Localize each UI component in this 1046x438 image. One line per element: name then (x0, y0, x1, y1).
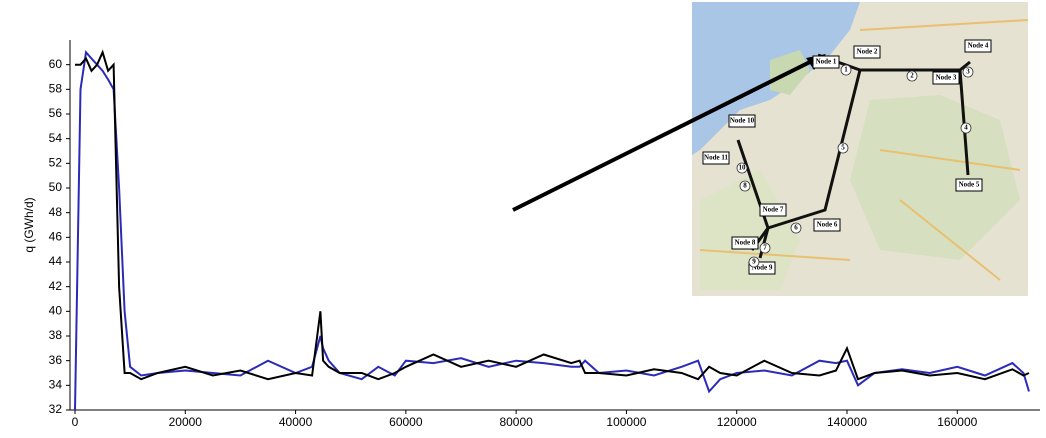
y-tick-label: 38 (49, 328, 63, 342)
y-tick-label: 46 (49, 230, 63, 244)
y-tick-label: 34 (49, 378, 63, 392)
x-tick-label: 140000 (827, 415, 867, 429)
x-tick-label: 40000 (279, 415, 313, 429)
y-axis-label: q (GWh/d) (22, 197, 36, 252)
pipe-label: 8 (743, 182, 747, 190)
y-tick-label: 60 (49, 57, 63, 71)
node-label: Node 7 (763, 206, 784, 214)
y-tick-label: 40 (49, 304, 63, 318)
node-label: Node 3 (936, 74, 957, 82)
pipe-label: 1 (844, 66, 848, 74)
node-label: Node 8 (735, 239, 756, 247)
pipe-label: 10 (739, 164, 747, 172)
y-tick-label: 48 (49, 205, 63, 219)
x-tick-label: 60000 (389, 415, 423, 429)
node-label: Node 11 (704, 154, 728, 162)
node-label: Node 2 (857, 48, 878, 56)
x-tick-label: 120000 (717, 415, 757, 429)
x-tick-label: 20000 (169, 415, 203, 429)
node-label: Node 5 (959, 181, 980, 189)
node-label: Node 1 (816, 58, 837, 66)
pipe-label: 7 (763, 244, 767, 252)
pipe-label: 3 (966, 68, 970, 76)
pipe-label: 9 (752, 258, 756, 266)
y-tick-label: 50 (49, 180, 63, 194)
node-label: Node 6 (817, 221, 838, 229)
pipe-label: 2 (910, 72, 914, 80)
y-tick-label: 32 (49, 402, 63, 416)
x-tick-label: 80000 (499, 415, 533, 429)
pipe-label: 5 (841, 144, 845, 152)
chart: q (GWh/d) 323436384042444648505254565860… (0, 0, 1046, 433)
y-tick-label: 42 (49, 279, 63, 293)
y-tick-label: 44 (49, 254, 63, 268)
y-tick-label: 52 (49, 156, 63, 170)
pipe-label: 6 (794, 224, 798, 232)
x-tick-label: 160000 (937, 415, 977, 429)
y-tick-label: 58 (49, 82, 63, 96)
node-label: Node 4 (968, 42, 989, 50)
x-tick-label: 0 (72, 415, 79, 429)
y-tick-label: 56 (49, 106, 63, 120)
pipe-label: 4 (964, 124, 968, 132)
node-label: Node 10 (730, 117, 755, 125)
x-tick-label: 100000 (606, 415, 646, 429)
y-tick-label: 54 (49, 131, 63, 145)
y-tick-label: 36 (49, 353, 63, 367)
